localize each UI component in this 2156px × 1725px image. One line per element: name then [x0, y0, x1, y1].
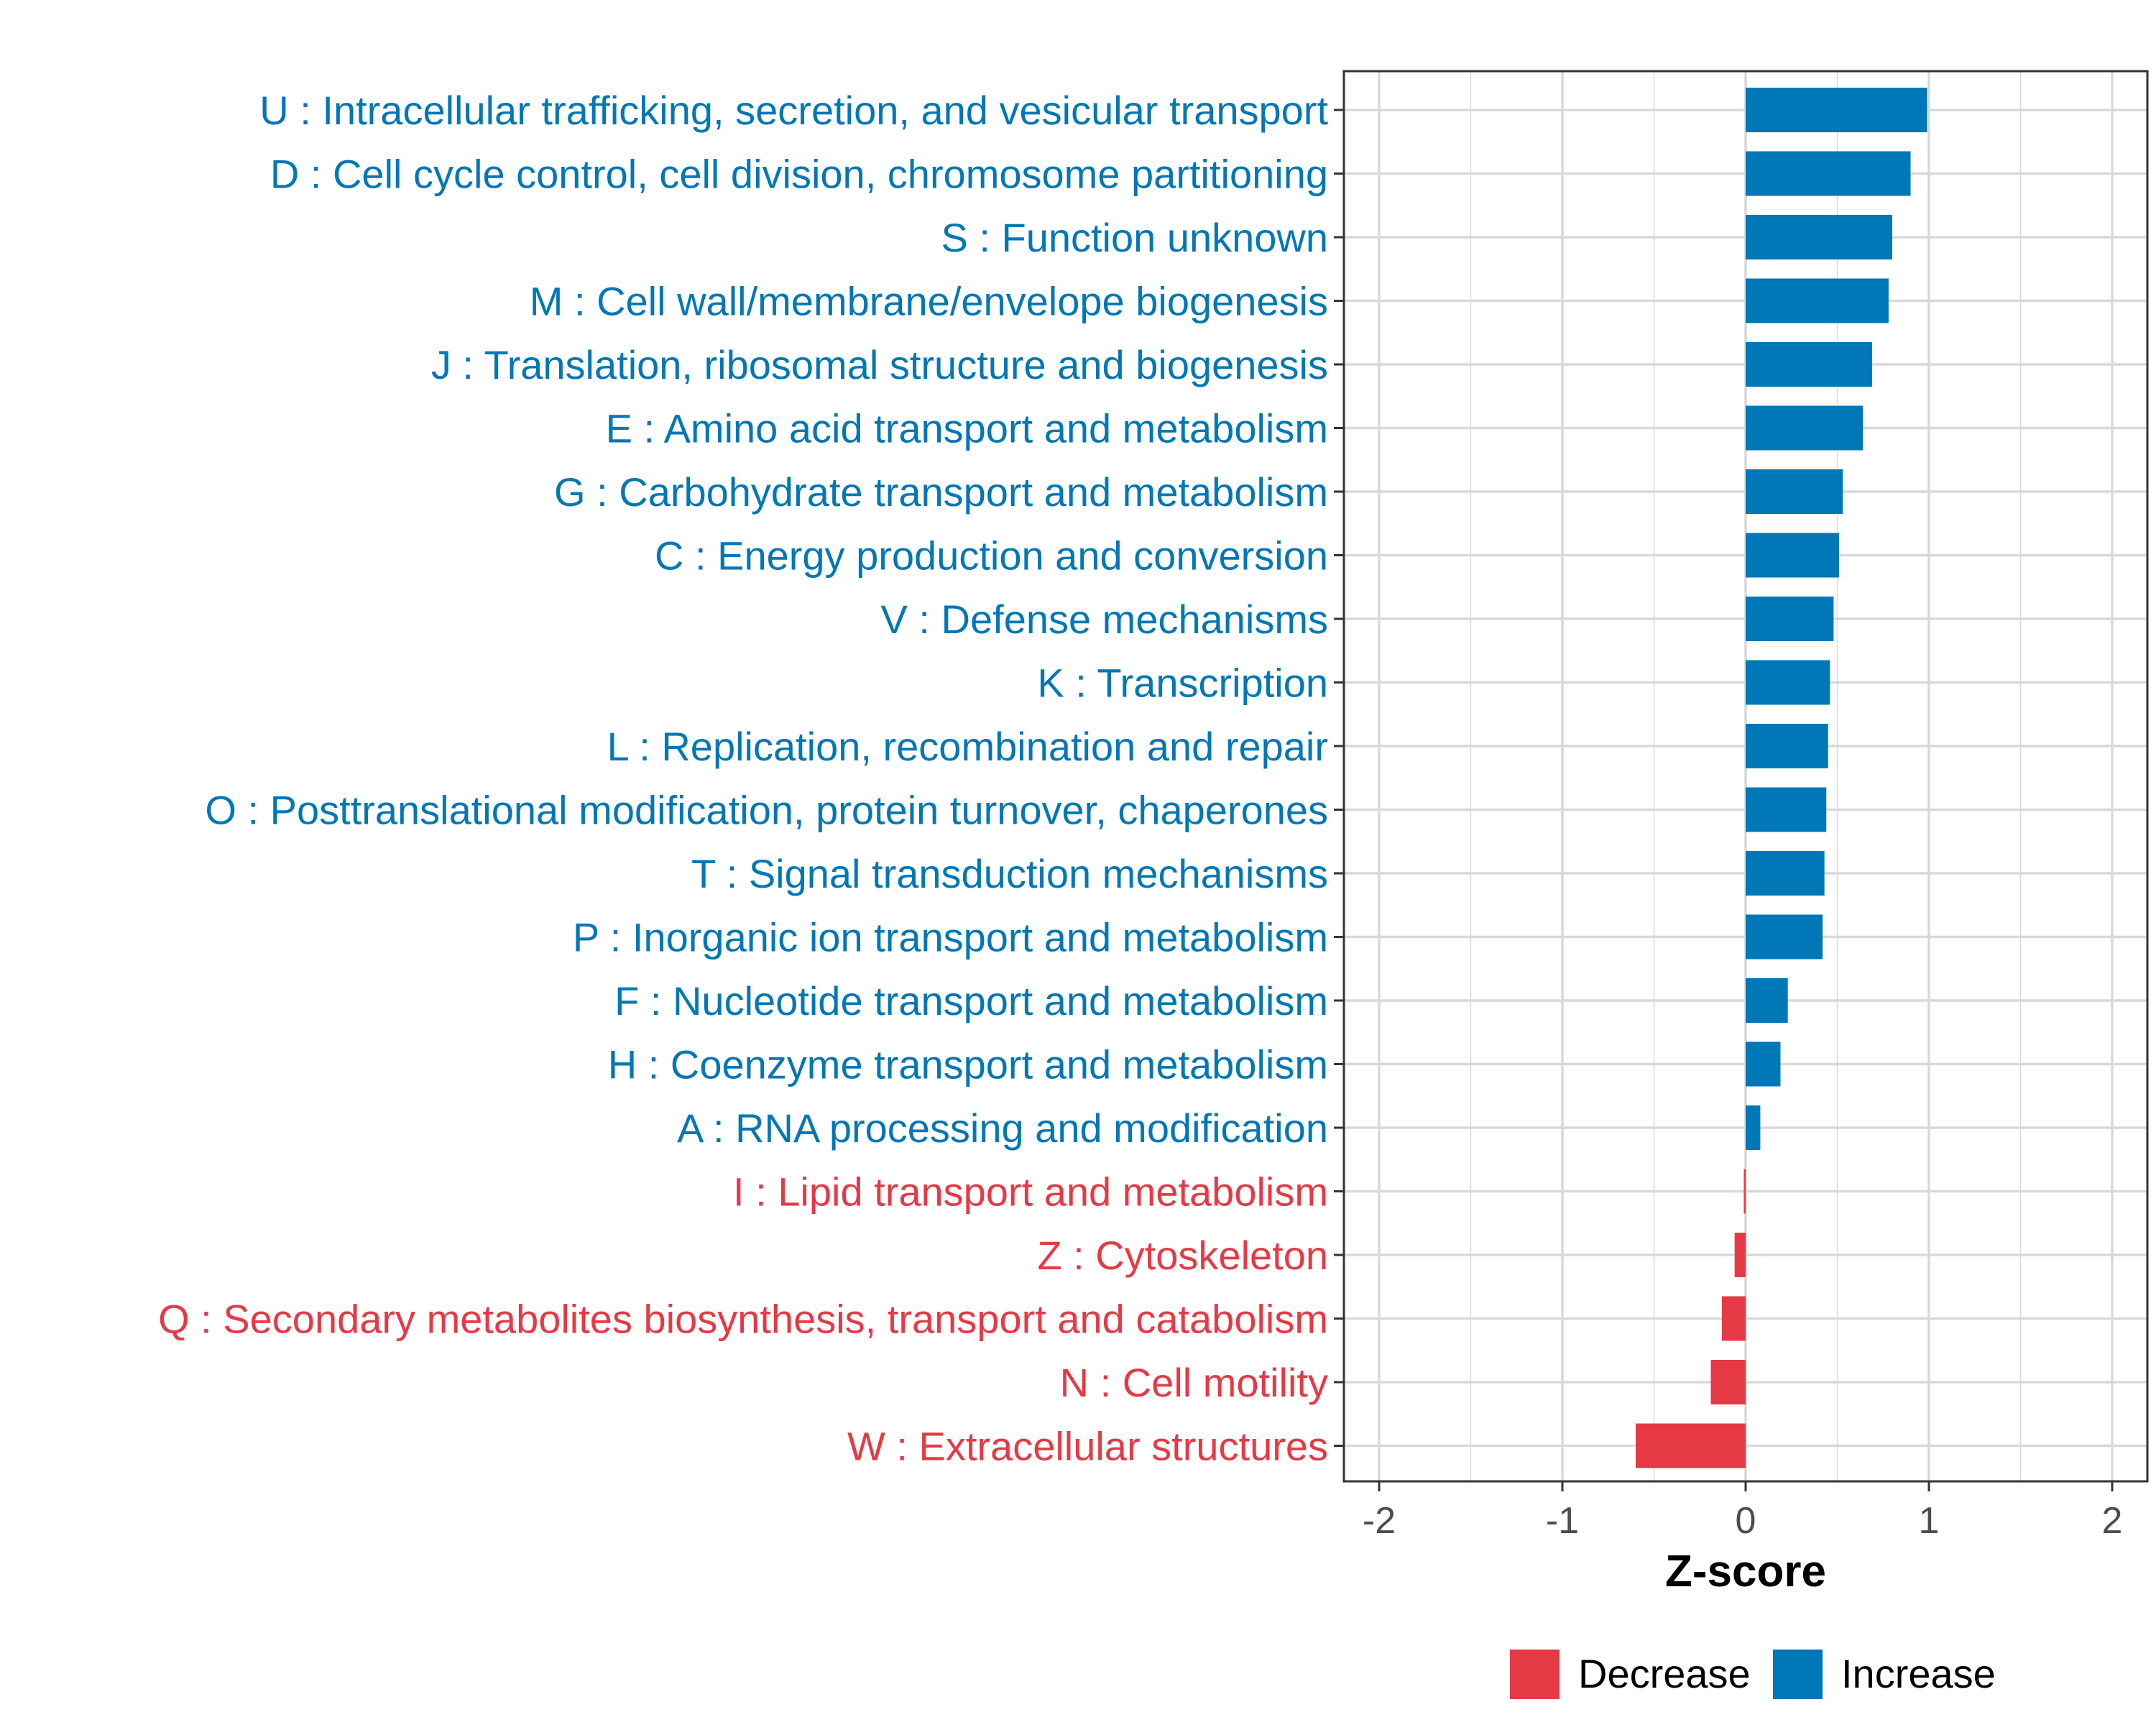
- category-label: M : Cell wall/membrane/envelope biogenes…: [530, 279, 1328, 324]
- bar: [1746, 151, 1911, 196]
- category-label: V : Defense mechanisms: [881, 597, 1328, 642]
- category-label: D : Cell cycle control, cell division, c…: [270, 152, 1328, 197]
- bar: [1746, 405, 1864, 451]
- category-label: G : Carbohydrate transport and metabolis…: [554, 469, 1328, 515]
- legend-label-increase: Increase: [1841, 1651, 1996, 1696]
- category-label: T : Signal transduction mechanisms: [691, 851, 1328, 896]
- category-label: K : Transcription: [1037, 661, 1328, 706]
- bar: [1746, 533, 1840, 578]
- category-label: L : Replication, recombination and repai…: [607, 724, 1328, 769]
- x-tick-label: 2: [2102, 1500, 2123, 1542]
- bar: [1746, 1041, 1781, 1087]
- bar: [1746, 597, 1834, 641]
- bar: [1746, 278, 1889, 323]
- bar: [1746, 215, 1892, 259]
- bar: [1746, 724, 1828, 768]
- bar: [1746, 660, 1830, 705]
- bar: [1746, 469, 1843, 514]
- bar: [1746, 787, 1827, 832]
- category-label: U : Intracellular trafficking, secretion…: [259, 88, 1328, 133]
- category-label: I : Lipid transport and metabolism: [733, 1169, 1328, 1215]
- legend-swatch-decrease: [1510, 1650, 1560, 1699]
- bar: [1746, 851, 1825, 896]
- bar: [1734, 1233, 1746, 1277]
- category-label: Q : Secondary metabolites biosynthesis, …: [158, 1297, 1328, 1342]
- x-tick-label: 1: [1919, 1500, 1940, 1542]
- bar: [1636, 1423, 1746, 1468]
- x-axis-title: Z-score: [1665, 1547, 1826, 1596]
- legend-label-decrease: Decrease: [1578, 1651, 1751, 1696]
- bar: [1743, 1169, 1746, 1214]
- category-label: O : Posttranslational modification, prot…: [205, 788, 1328, 833]
- category-label: E : Amino acid transport and metabolism: [606, 406, 1328, 451]
- category-label: H : Coenzyme transport and metabolism: [608, 1042, 1328, 1087]
- x-tick-label: 0: [1736, 1500, 1756, 1542]
- legend-swatch-increase: [1773, 1650, 1823, 1699]
- bar: [1746, 342, 1872, 387]
- bar: [1746, 1105, 1761, 1150]
- bar: [1746, 914, 1823, 960]
- category-label: A : RNA processing and modification: [677, 1105, 1328, 1151]
- category-label: P : Inorganic ion transport and metaboli…: [573, 915, 1328, 960]
- category-label: C : Energy production and conversion: [655, 533, 1328, 579]
- category-label: F : Nucleotide transport and metabolism: [614, 978, 1328, 1024]
- x-tick-label: -2: [1363, 1500, 1396, 1542]
- category-label: W : Extracellular structures: [847, 1424, 1328, 1469]
- legend: Decrease Increase: [1510, 1650, 1996, 1699]
- category-label: J : Translation, ribosomal structure and…: [431, 342, 1328, 387]
- bar: [1721, 1296, 1746, 1341]
- x-tick-label: -1: [1546, 1500, 1579, 1542]
- category-label: Z : Cytoskeleton: [1037, 1233, 1328, 1278]
- bar: [1746, 88, 1927, 132]
- category-label: S : Function unknown: [941, 215, 1328, 260]
- category-label: N : Cell motility: [1060, 1360, 1328, 1405]
- bar: [1710, 1360, 1746, 1404]
- bar: [1746, 978, 1788, 1023]
